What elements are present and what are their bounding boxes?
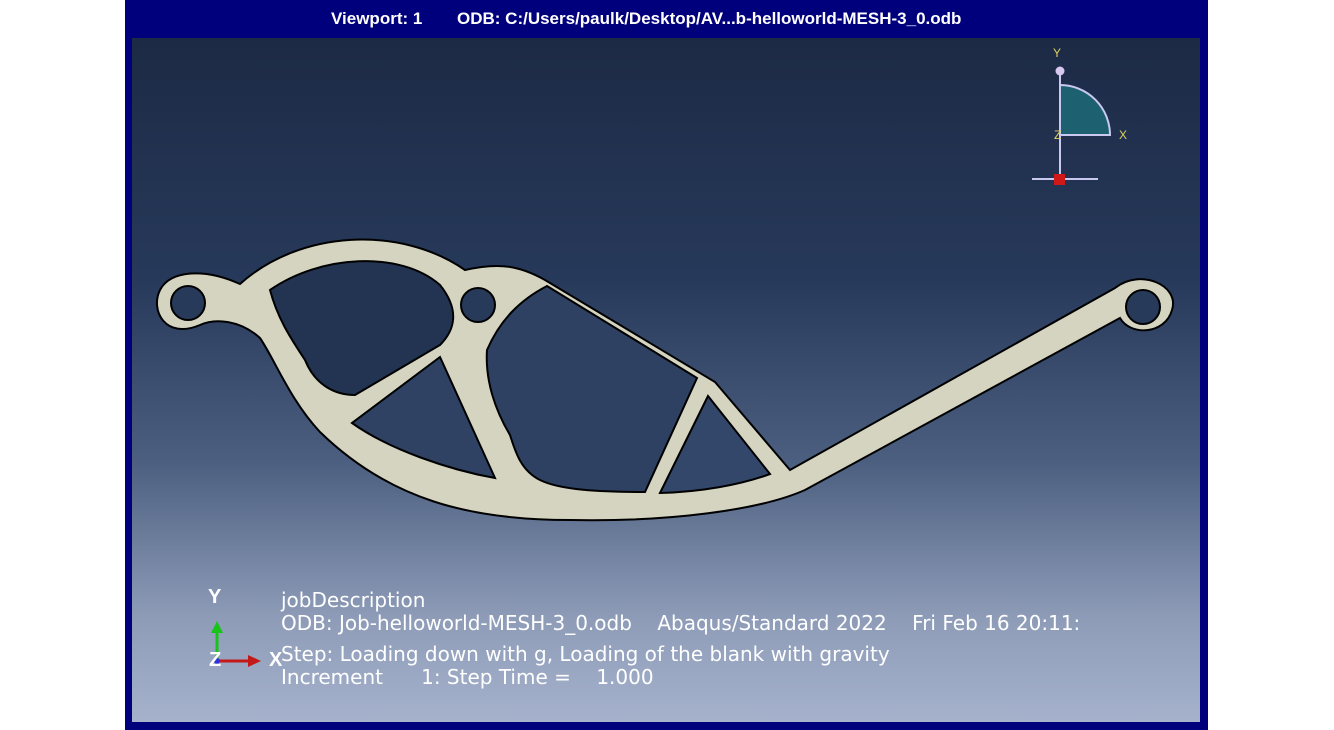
viewport-label: Viewport: 1 [331,9,423,28]
odb-path-label: ODB: C:/Users/paulk/Desktop/AV...b-hello… [457,9,962,28]
job-description-text: jobDescription [281,588,426,612]
view-quadrant [1059,83,1112,136]
triad-y-arrowhead [211,621,223,633]
view-x-label: X [1119,128,1128,142]
view-y-point [1055,66,1065,76]
left-hole [170,285,206,321]
viewport-canvas[interactable]: Y X Z Y Z X jobDescription ODB: Job-hell… [132,38,1200,722]
right-hole [1125,289,1161,325]
view-y-label: Y [1053,46,1062,60]
triad-z-dot [214,658,220,664]
step-info-text: Step: Loading down with g, Loading of th… [281,642,890,666]
cutout-lower-left [350,355,497,480]
triad-y-label: Y [208,586,222,608]
center-hole [460,287,496,323]
axis-triad [211,621,261,667]
triad-z-label: Z [209,649,222,671]
cutout-upper-left [268,260,455,397]
view-z-label: Z [1054,128,1062,142]
model-canvas [155,66,1175,667]
viewport-window: Viewport: 1 ODB: C:/Users/paulk/Desktop/… [125,0,1208,730]
viewport-title-bar[interactable]: Viewport: 1 ODB: C:/Users/paulk/Desktop/… [125,0,1208,38]
cutout-center [485,284,699,494]
bracket-part[interactable] [155,238,1175,522]
view-origin-marker [1054,174,1065,185]
odb-info-text: ODB: Job-helloworld-MESH-3_0.odb Abaqus/… [281,611,1081,635]
increment-info-text: Increment 1: Step Time = 1.000 [281,665,654,689]
cutout-lower-right [658,394,772,495]
triad-x-arrowhead [248,655,261,667]
view-orientation-indicator[interactable] [1032,66,1112,186]
triad-x-label: X [269,649,283,671]
